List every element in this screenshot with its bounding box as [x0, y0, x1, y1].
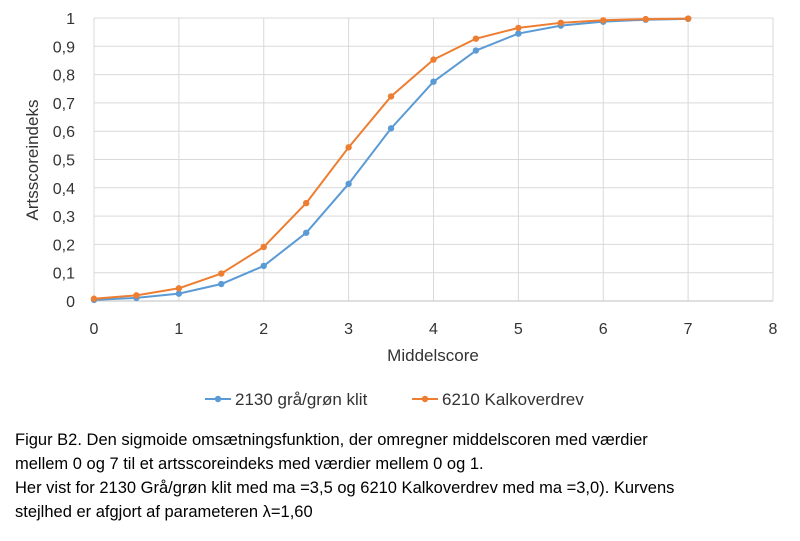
data-point	[345, 180, 352, 188]
data-point	[175, 285, 183, 292]
data-point	[345, 144, 352, 151]
caption-line-3: Her vist for 2130 Grå/grøn klit med ma =…	[15, 479, 675, 497]
y-tick-label: 0,9	[53, 39, 75, 56]
legend-label: 6210 Kalkoverdrev	[442, 390, 584, 409]
data-point	[260, 243, 267, 251]
data-point	[218, 280, 225, 288]
data-point	[515, 24, 522, 32]
x-tick-label: 0	[90, 321, 99, 338]
legend: 2130 grå/grøn klit 6210 Kalkoverdrev	[205, 390, 584, 409]
y-tick-label: 0,3	[53, 209, 75, 226]
data-point	[387, 125, 395, 132]
data-point	[430, 78, 437, 85]
y-tick-label: 0	[66, 294, 75, 311]
x-tick-label: 3	[344, 321, 353, 338]
legend-item-2: 6210 Kalkoverdrev	[412, 390, 584, 409]
data-point	[90, 295, 98, 302]
caption-line-2: mellem 0 og 7 til et artsscoreindeks med…	[15, 455, 484, 473]
data-point	[600, 17, 607, 24]
data-point	[515, 30, 522, 37]
y-tick-label: 0,8	[53, 68, 75, 85]
data-point	[472, 47, 480, 54]
y-tick-labels: 0 0,1 0,2 0,3 0,4 0,5 0,6 0,7 0,8 0,9 1	[53, 11, 75, 311]
data-point	[260, 262, 267, 270]
caption-line-4: stejlhed er afgjort af parameteren λ=1,6…	[15, 503, 313, 521]
data-point	[472, 35, 480, 42]
data-point	[302, 199, 310, 207]
x-tick-label: 2	[259, 321, 268, 338]
x-axis-title: Middelscore	[387, 346, 479, 365]
x-tick-label: 7	[684, 321, 693, 338]
data-point	[684, 15, 692, 22]
y-axis-title: Artsscoreindeks	[23, 100, 42, 221]
series-group	[90, 15, 692, 304]
figure-caption: Figur B2. Den sigmoide omsætningsfunktio…	[15, 428, 795, 524]
y-tick-label: 0,1	[53, 266, 75, 283]
series-2	[90, 15, 692, 302]
y-tick-label: 0,4	[53, 181, 75, 198]
data-point	[430, 56, 437, 63]
gridlines	[93, 17, 774, 302]
series-line	[93, 17, 689, 300]
x-tick-labels: 0 1 2 3 4 5 6 7 8	[90, 321, 778, 338]
caption-line-1: Figur B2. Den sigmoide omsætningsfunktio…	[15, 431, 648, 449]
y-tick-label: 0,2	[53, 237, 75, 254]
y-tick-label: 0,5	[53, 153, 75, 170]
y-tick-label: 1	[66, 11, 75, 28]
legend-swatch-marker	[214, 395, 222, 403]
x-tick-label: 6	[599, 321, 608, 338]
data-point	[387, 93, 395, 100]
legend-label: 2130 grå/grøn klit	[235, 390, 368, 409]
data-point	[133, 292, 140, 299]
data-point	[557, 19, 565, 27]
x-tick-label: 8	[769, 321, 778, 338]
x-tick-label: 4	[429, 321, 438, 338]
data-point	[302, 229, 310, 236]
legend-swatch-marker	[421, 395, 429, 403]
legend-item-1: 2130 grå/grøn klit	[205, 390, 368, 409]
data-point	[175, 290, 183, 297]
x-tick-label: 5	[514, 321, 523, 338]
x-tick-label: 1	[174, 321, 183, 338]
data-point	[218, 270, 225, 277]
y-tick-label: 0,6	[53, 124, 75, 141]
y-tick-label: 0,7	[53, 96, 75, 113]
data-point	[642, 15, 649, 23]
